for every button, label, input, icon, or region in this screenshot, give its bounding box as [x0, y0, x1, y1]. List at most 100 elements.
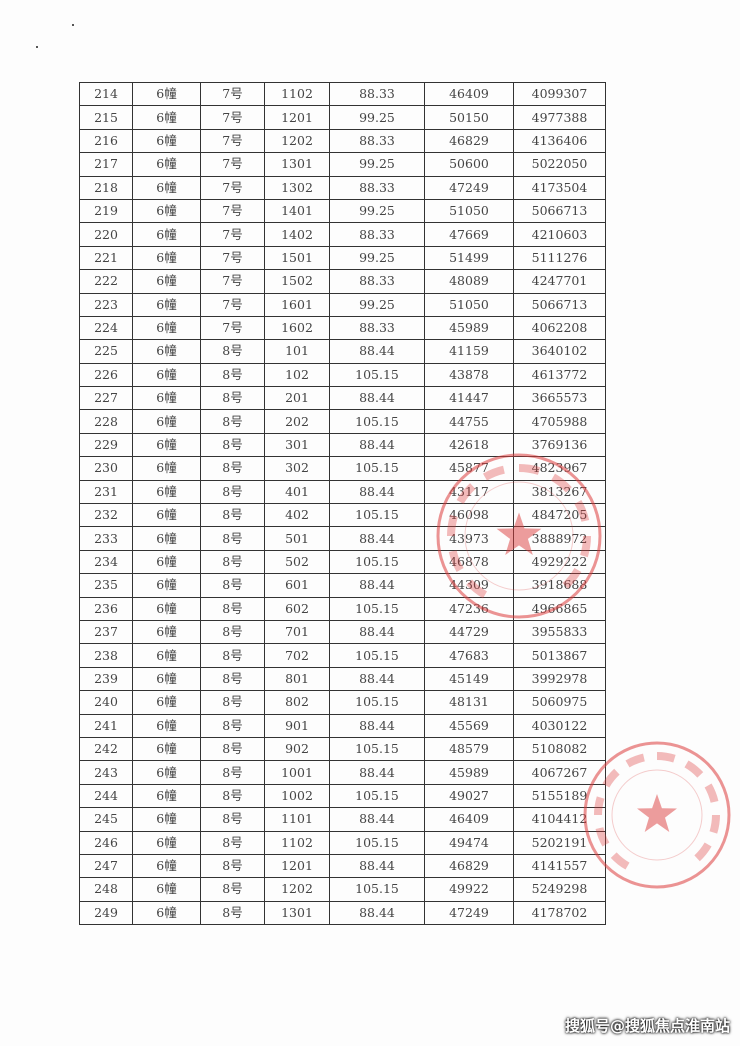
- cell-building: 6幢: [132, 362, 201, 388]
- cell-total-price: 4067267: [513, 760, 606, 785]
- cell-unit-price: 44309: [424, 573, 514, 598]
- cell-total-price: 3888972: [513, 526, 606, 551]
- cell-room: 801: [264, 666, 330, 692]
- table-row: 233 6幢 8号 501 88.44 43973 3888972: [79, 526, 606, 551]
- cell-unit: 8号: [200, 409, 265, 434]
- table-row: 234 6幢 8号 502 105.15 46878 4929222: [79, 549, 606, 575]
- cell-row-number: 223: [79, 292, 133, 317]
- cell-total-price: 4966865: [513, 596, 606, 621]
- cell-total-price: 4173504: [513, 175, 606, 200]
- cell-unit-price: 50150: [424, 105, 514, 130]
- cell-unit-price: 42618: [424, 432, 514, 458]
- cell-area: 105.15: [329, 830, 425, 855]
- cell-room: 602: [264, 596, 330, 621]
- table-row: 243 6幢 8号 1001 88.44 45989 4067267: [79, 760, 606, 785]
- cell-unit-price: 51050: [424, 292, 514, 317]
- cell-unit: 7号: [200, 175, 265, 200]
- cell-building: 6幢: [132, 128, 201, 154]
- cell-unit-price: 47683: [424, 643, 514, 668]
- cell-unit-price: 45989: [424, 760, 514, 785]
- cell-row-number: 241: [79, 713, 133, 738]
- cell-building: 6幢: [132, 152, 201, 177]
- cell-unit: 8号: [200, 807, 265, 832]
- cell-building: 6幢: [132, 877, 201, 902]
- cell-area: 99.25: [329, 105, 425, 130]
- cell-total-price: 3769136: [513, 432, 606, 458]
- cell-total-price: 5202191: [513, 830, 606, 855]
- cell-unit-price: 48579: [424, 736, 514, 762]
- cell-building: 6幢: [132, 245, 201, 271]
- table-row: 240 6幢 8号 802 105.15 48131 5060975: [79, 690, 606, 715]
- cell-room: 1201: [264, 853, 330, 879]
- cell-room: 501: [264, 526, 330, 551]
- cell-row-number: 218: [79, 175, 133, 200]
- cell-unit-price: 45877: [424, 456, 514, 481]
- cell-row-number: 219: [79, 198, 133, 224]
- table-row: 214 6幢 7号 1102 88.33 46409 4099307: [79, 81, 606, 107]
- cell-unit: 8号: [200, 619, 265, 645]
- cell-building: 6幢: [132, 315, 201, 341]
- cell-building: 6幢: [132, 526, 201, 551]
- cell-unit-price: 44755: [424, 409, 514, 434]
- cell-row-number: 248: [79, 877, 133, 902]
- cell-room: 102: [264, 362, 330, 388]
- cell-building: 6幢: [132, 175, 201, 200]
- cell-row-number: 217: [79, 152, 133, 177]
- cell-unit: 7号: [200, 269, 265, 294]
- cell-unit-price: 51499: [424, 245, 514, 271]
- cell-total-price: 4847205: [513, 503, 606, 528]
- cell-area: 88.44: [329, 666, 425, 692]
- cell-unit-price: 47249: [424, 175, 514, 200]
- cell-room: 1302: [264, 175, 330, 200]
- cell-row-number: 245: [79, 807, 133, 832]
- cell-room: 1002: [264, 783, 330, 809]
- cell-area: 88.33: [329, 269, 425, 294]
- cell-unit: 8号: [200, 853, 265, 879]
- cell-unit: 8号: [200, 666, 265, 692]
- table-row: 241 6幢 8号 901 88.44 45569 4030122: [79, 713, 606, 738]
- cell-row-number: 221: [79, 245, 133, 271]
- cell-unit-price: 46409: [424, 807, 514, 832]
- cell-area: 88.44: [329, 853, 425, 879]
- cell-row-number: 235: [79, 573, 133, 598]
- cell-unit: 8号: [200, 339, 265, 364]
- cell-room: 1102: [264, 830, 330, 855]
- cell-area: 88.33: [329, 81, 425, 107]
- cell-unit-price: 47249: [424, 900, 514, 926]
- scan-speck: [72, 24, 74, 26]
- cell-area: 88.33: [329, 128, 425, 154]
- table-row: 219 6幢 7号 1401 99.25 51050 5066713: [79, 198, 606, 224]
- cell-area: 105.15: [329, 736, 425, 762]
- table-row: 225 6幢 8号 101 88.44 41159 3640102: [79, 339, 606, 364]
- cell-row-number: 249: [79, 900, 133, 926]
- cell-unit-price: 48089: [424, 269, 514, 294]
- table-row: 220 6幢 7号 1402 88.33 47669 4210603: [79, 222, 606, 247]
- cell-total-price: 4705988: [513, 409, 606, 434]
- cell-total-price: 5066713: [513, 198, 606, 224]
- cell-room: 1202: [264, 128, 330, 154]
- cell-total-price: 3813267: [513, 479, 606, 505]
- cell-row-number: 240: [79, 690, 133, 715]
- cell-building: 6幢: [132, 900, 201, 926]
- cell-unit-price: 44729: [424, 619, 514, 645]
- cell-area: 88.44: [329, 713, 425, 738]
- cell-unit-price: 46829: [424, 853, 514, 879]
- watermark: 搜狐号@搜狐焦点淮南站: [564, 1017, 730, 1035]
- cell-unit: 8号: [200, 877, 265, 902]
- cell-total-price: 4247701: [513, 269, 606, 294]
- seal-lettering-mark: [602, 768, 620, 788]
- cell-unit: 8号: [200, 783, 265, 809]
- table-row: 226 6幢 8号 102 105.15 43878 4613772: [79, 362, 606, 388]
- seal-inner-ring: [611, 769, 703, 861]
- cell-unit: 8号: [200, 479, 265, 505]
- cell-unit: 8号: [200, 362, 265, 388]
- cell-unit-price: 45989: [424, 315, 514, 341]
- cell-building: 6幢: [132, 222, 201, 247]
- cell-unit: 8号: [200, 830, 265, 855]
- seal-lettering-mark: [709, 814, 720, 834]
- cell-row-number: 239: [79, 666, 133, 692]
- cell-unit: 7号: [200, 222, 265, 247]
- cell-unit: 8号: [200, 736, 265, 762]
- table-row: 238 6幢 8号 702 105.15 47683 5013867: [79, 643, 606, 668]
